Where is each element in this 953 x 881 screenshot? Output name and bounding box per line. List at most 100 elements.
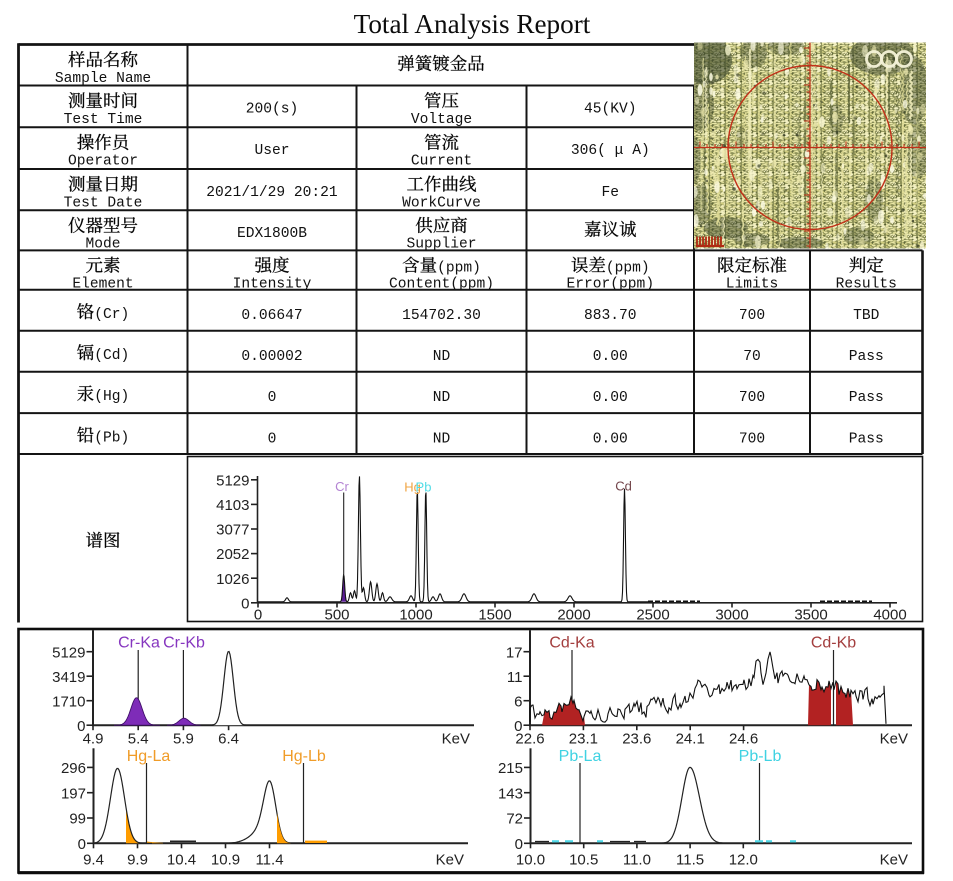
svg-text:Cr-Kb: Cr-Kb [163,635,205,652]
svg-text:Pass: Pass [849,431,884,447]
svg-text:Error(ppm): Error(ppm) [567,277,655,293]
svg-text:Cr-Ka: Cr-Ka [118,635,160,652]
svg-text:4103: 4103 [216,497,249,514]
svg-text:Sample Name: Sample Name [55,71,151,87]
svg-text:0: 0 [241,595,249,612]
svg-text:10.5: 10.5 [569,852,598,869]
svg-text:2500: 2500 [636,607,669,624]
svg-text:45(KV): 45(KV) [584,101,637,117]
svg-text:5.4: 5.4 [128,731,149,748]
svg-text:(ppm): (ppm) [606,260,650,276]
svg-text:72: 72 [506,811,523,828]
svg-text:0.00: 0.00 [593,349,628,365]
svg-text:9.9: 9.9 [127,852,148,869]
svg-text:TBD: TBD [853,308,880,324]
svg-text:23.6: 23.6 [622,731,651,748]
svg-text:200(s): 200(s) [246,101,299,117]
svg-text:6: 6 [514,693,522,710]
svg-text:Cd-Ka: Cd-Ka [549,635,594,652]
svg-text:Pb-La: Pb-La [559,748,602,765]
svg-text:0: 0 [254,607,262,624]
svg-text:3000: 3000 [715,607,748,624]
svg-text:User: User [255,143,290,159]
svg-text:(ppm): (ppm) [437,260,481,276]
svg-text:1026: 1026 [216,571,249,588]
svg-text:1710: 1710 [52,693,85,710]
svg-text:Voltage: Voltage [411,112,472,128]
svg-text:0.06647: 0.06647 [241,308,302,324]
svg-text:Mode: Mode [85,237,120,253]
svg-text:Intensity: Intensity [233,277,312,293]
svg-text:ND: ND [433,349,451,365]
svg-text:24.6: 24.6 [729,731,758,748]
svg-text:KeV: KeV [442,731,470,748]
svg-text:296: 296 [61,760,86,777]
svg-text:Total Analysis Report: Total Analysis Report [354,9,591,39]
svg-text:Test Date: Test Date [64,195,143,211]
svg-text:0: 0 [515,836,523,853]
svg-text:0.00: 0.00 [593,431,628,447]
svg-text:17: 17 [506,644,523,661]
svg-text:Hg: Hg [404,480,421,495]
svg-text:143: 143 [498,785,523,802]
svg-text:Element: Element [72,277,133,293]
svg-text:154702.30: 154702.30 [402,308,481,324]
svg-text:2052: 2052 [216,546,249,563]
svg-text:9.4: 9.4 [83,852,104,869]
svg-text:(Cr): (Cr) [94,307,129,323]
svg-text:(Hg): (Hg) [94,389,129,405]
svg-text:Current: Current [411,154,472,170]
svg-text:EDX1800B: EDX1800B [237,226,307,242]
svg-text:Operator: Operator [68,154,138,170]
svg-text:KeV: KeV [880,731,908,748]
svg-text:KeV: KeV [436,852,464,869]
svg-text:2021/1/29 20:21: 2021/1/29 20:21 [206,185,338,201]
svg-text:12.0: 12.0 [729,852,758,869]
svg-text:Pass: Pass [849,390,884,406]
svg-text:11.5: 11.5 [676,852,704,869]
svg-text:700: 700 [739,390,765,406]
svg-text:99: 99 [69,811,86,828]
svg-text:KeV: KeV [880,852,908,869]
svg-text:Pb: Pb [416,480,432,495]
svg-text:Results: Results [836,277,897,293]
svg-text:4000: 4000 [873,607,906,624]
svg-text:500: 500 [324,607,349,624]
svg-text:3419: 3419 [52,669,85,686]
svg-text:0: 0 [514,718,522,735]
svg-text:Cd: Cd [615,479,632,494]
svg-text:306( μ A): 306( μ A) [571,143,650,159]
svg-text:(Cd): (Cd) [94,348,129,364]
svg-text:5129: 5129 [52,644,85,661]
svg-text:ND: ND [433,431,451,447]
svg-text:23.1: 23.1 [569,731,598,748]
svg-text:Cr: Cr [335,479,349,494]
svg-text:Test Time: Test Time [64,112,143,128]
svg-text:0: 0 [77,718,85,735]
svg-text:700: 700 [739,431,765,447]
svg-text:6.4: 6.4 [218,731,239,748]
svg-text:4.9: 4.9 [83,731,104,748]
svg-text:(Pb): (Pb) [94,430,129,446]
svg-text:ND: ND [433,390,451,406]
svg-text:Limits: Limits [726,277,779,293]
svg-text:10.4: 10.4 [167,852,196,869]
svg-text:0.00002: 0.00002 [241,349,302,365]
svg-text:11.4: 11.4 [255,852,283,869]
svg-text:215: 215 [498,760,523,777]
svg-text:Cd-Kb: Cd-Kb [811,635,856,652]
svg-text:Supplier: Supplier [406,237,476,253]
svg-text:Hg-La: Hg-La [127,748,171,765]
svg-text:197: 197 [61,785,86,802]
svg-text:1500: 1500 [478,607,511,624]
svg-text:11: 11 [507,669,523,686]
svg-text:22.6: 22.6 [515,731,544,748]
svg-text:700: 700 [739,308,765,324]
svg-text:3077: 3077 [216,522,249,539]
svg-text:0: 0 [268,431,277,447]
svg-text:0: 0 [268,390,277,406]
svg-text:10.9: 10.9 [211,852,240,869]
svg-text:10.0: 10.0 [516,852,545,869]
svg-text:Pb-Lb: Pb-Lb [739,748,782,765]
svg-text:Content(ppm): Content(ppm) [389,277,494,293]
